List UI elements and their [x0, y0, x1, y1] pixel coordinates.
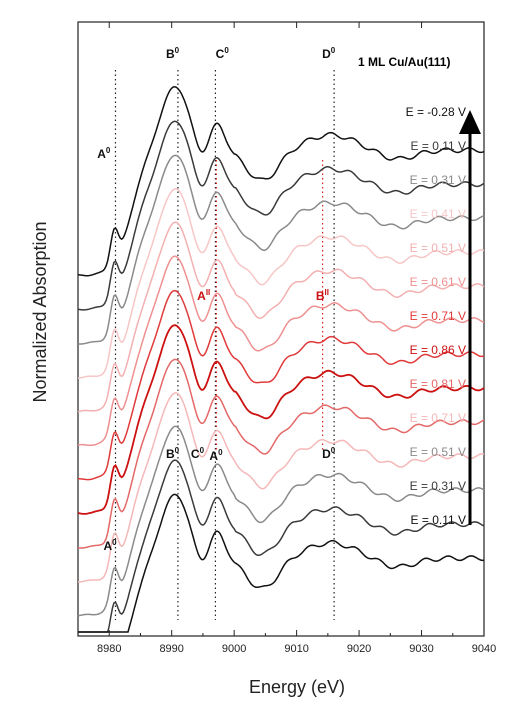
peak-label: AII: [197, 288, 210, 303]
peak-label-sup: 0: [331, 446, 336, 455]
x-tick-label: 9010: [284, 643, 308, 655]
peak-label-sup: 0: [175, 46, 180, 55]
series-label: E = 0.31 V: [410, 479, 466, 493]
peak-label: BII: [316, 288, 329, 303]
peak-label-sup: II: [206, 288, 210, 297]
peak-label-sup: 0: [224, 46, 229, 55]
x-axis-label: Energy (eV): [249, 677, 345, 697]
x-axis: 8980 8990 9000 9010 9020 9030 9040: [77, 22, 496, 655]
spectrum-line: [78, 493, 485, 633]
spectrum-line: [77, 154, 485, 345]
reference-lines: [114, 70, 335, 620]
x-tick-label: 8980: [97, 643, 121, 655]
peak-label: D0: [322, 46, 336, 61]
series-label: E = 0.61 V: [410, 275, 466, 289]
series-label: E = 0.86 V: [410, 343, 466, 357]
peak-label-sup: II: [325, 288, 329, 297]
peak-label: A0: [103, 538, 117, 553]
potential-arrow: [459, 110, 481, 525]
series-label: E = 0.71 V: [410, 309, 466, 323]
spectrum-line: [77, 358, 485, 549]
series-label: E = 0.11 V: [411, 513, 466, 527]
peak-label: B0: [166, 446, 180, 461]
x-tick-label: 9040: [472, 643, 496, 655]
spectrum-line: [77, 289, 485, 481]
peak-label: A0: [97, 146, 111, 161]
series-label: E = 0.81 V: [410, 377, 466, 391]
peak-label-sup: 0: [106, 146, 111, 155]
spectrum-line: [77, 120, 485, 311]
peak-label-sup: 0: [175, 446, 180, 455]
series-label: E = 0.31 V: [410, 173, 466, 187]
spectra-series: [77, 86, 485, 633]
spectrum-line: [77, 86, 485, 277]
peak-label: A0: [209, 448, 223, 463]
x-tick-label: 9020: [347, 643, 371, 655]
peak-label-sup: 0: [218, 448, 223, 457]
peak-label-sup: 0: [200, 446, 205, 455]
arrow-head: [459, 110, 481, 134]
spectrum-line: [77, 425, 485, 617]
x-tick-label: 9030: [409, 643, 433, 655]
series-labels: E = -0.28 V E = 0.11 V E = 0.31 V E = 0.41 …: [406, 105, 466, 527]
spectrum-line: [77, 221, 485, 413]
peak-label: D0: [322, 446, 336, 461]
series-label: E = 0.51 V: [410, 241, 466, 255]
plot-frame: [77, 21, 485, 637]
x-tick-label: 9000: [222, 643, 246, 655]
series-label: E = 0.51 V: [410, 445, 466, 459]
x-tick-label: 8990: [159, 643, 183, 655]
peak-label-sup: 0: [331, 46, 336, 55]
peak-label: C0: [191, 446, 205, 461]
spectrum-line: [77, 255, 485, 447]
chart-title: 1 ML Cu/Au(111): [358, 55, 450, 69]
y-axis-label: Normalized Absorption: [30, 221, 50, 402]
spectrum-line: [77, 392, 485, 583]
spectrum-line: [77, 188, 485, 379]
spectrum-line: [77, 324, 485, 515]
spectrum-line: [78, 459, 485, 633]
peak-label: C0: [216, 46, 230, 61]
peak-label-sup: 0: [112, 538, 117, 547]
series-label: E = 0.11 V: [411, 139, 466, 153]
series-label: E = 0.71 V: [410, 411, 466, 425]
series-label: E = 0.41 V: [410, 207, 466, 221]
peak-label: B0: [166, 46, 180, 61]
series-label: E = -0.28 V: [406, 105, 466, 119]
